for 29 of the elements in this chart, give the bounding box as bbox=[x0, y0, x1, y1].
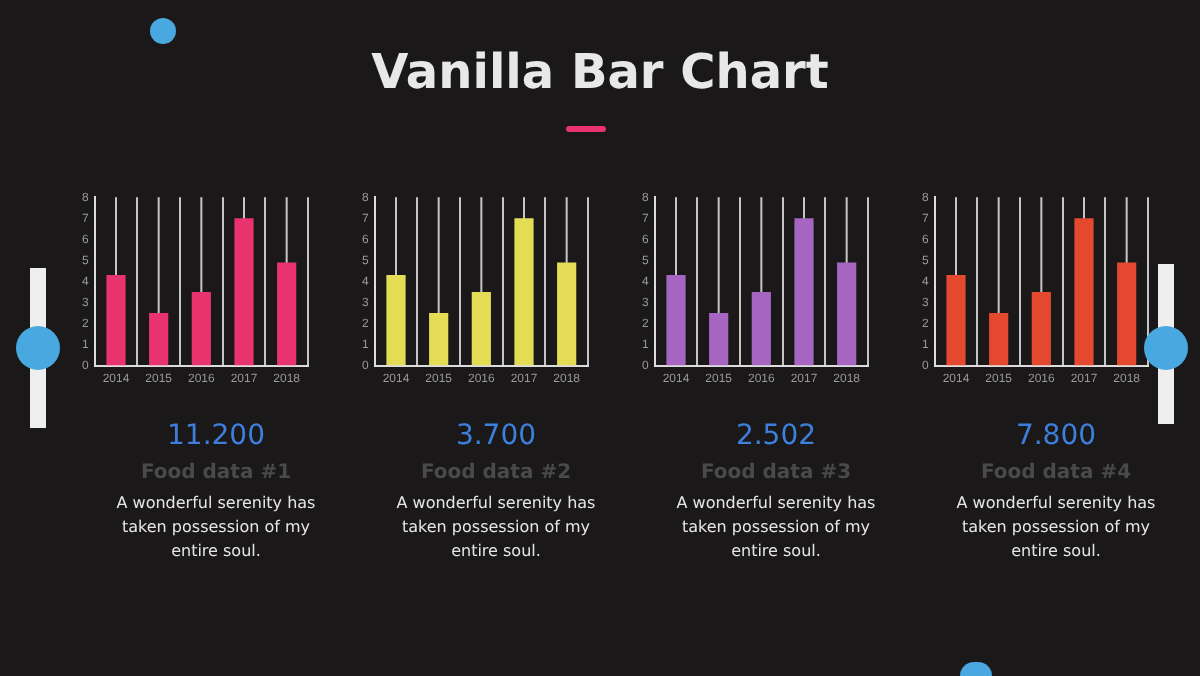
bar bbox=[191, 291, 211, 366]
bar bbox=[666, 275, 686, 366]
bar bbox=[751, 291, 771, 366]
bar bbox=[709, 312, 729, 366]
text: Vanilla Bar Chart bbox=[371, 44, 829, 100]
text: 3.700 bbox=[453, 420, 539, 452]
bar bbox=[514, 218, 534, 366]
bar bbox=[1117, 262, 1137, 366]
text: 11.200 bbox=[165, 420, 267, 452]
bar bbox=[386, 275, 406, 366]
bar bbox=[234, 218, 254, 366]
text: A wonderful serenity has taken possession of my entire soul. bbox=[394, 492, 598, 564]
bar bbox=[989, 312, 1009, 366]
bar bbox=[106, 275, 126, 366]
bar bbox=[277, 262, 297, 366]
text: 7.800 bbox=[1013, 420, 1099, 452]
bar bbox=[1031, 291, 1051, 366]
bar bbox=[794, 218, 814, 366]
bar bbox=[557, 262, 577, 366]
bar bbox=[149, 312, 169, 366]
bar bbox=[471, 291, 491, 366]
bar bbox=[429, 312, 449, 366]
text: 2.502 bbox=[733, 420, 819, 452]
text: A wonderful serenity has taken possession of my entire soul. bbox=[954, 492, 1158, 564]
text: A wonderful serenity has taken possession of my entire soul. bbox=[674, 492, 878, 564]
text: A wonderful serenity has taken possession of my entire soul. bbox=[114, 492, 318, 564]
bar bbox=[946, 275, 966, 366]
bar bbox=[1074, 218, 1094, 366]
bar bbox=[837, 262, 857, 366]
